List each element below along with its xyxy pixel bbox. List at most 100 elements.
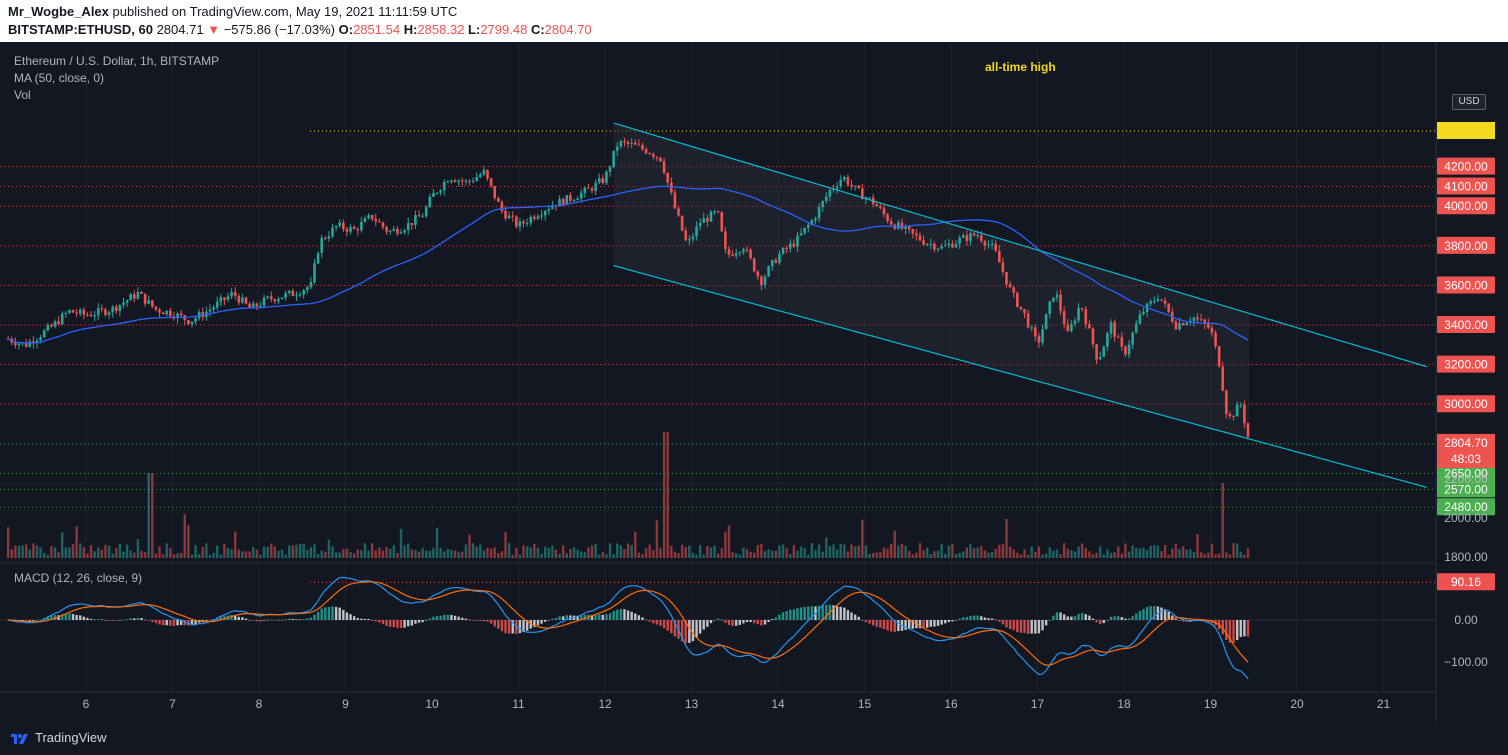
currency-badge[interactable]: USD (1452, 94, 1486, 110)
volume-bar (367, 550, 370, 558)
author-name[interactable]: Mr_Wogbe_Alex (8, 4, 109, 19)
candle-body (1160, 299, 1163, 301)
macd-histogram-bar (666, 620, 669, 631)
candle-body (302, 290, 305, 295)
volume-bar (673, 551, 677, 558)
candle-body (349, 227, 352, 232)
volume-bar (349, 552, 352, 558)
macd-histogram-bar (1117, 616, 1120, 620)
macd-histogram-bar (1005, 620, 1008, 628)
volume-bar (785, 547, 788, 558)
macd-histogram-bar (370, 620, 374, 621)
candle-body (522, 221, 525, 224)
tradingview-logo-icon[interactable] (10, 731, 32, 745)
volume-bar (828, 545, 832, 558)
ohlc-line: BITSTAMP:ETHUSD, 60 2804.71 ▼ −575.86 (−… (8, 22, 592, 37)
volume-bar (590, 545, 594, 558)
support-price-label: 2480.00 (1444, 500, 1488, 514)
volume-bar (1102, 554, 1106, 558)
macd-histogram-bar (789, 609, 792, 620)
candle-body (442, 182, 446, 191)
macd-histogram-bar (471, 620, 475, 621)
chart-canvas[interactable]: all-time high 4200.00 4100.00 4000.00 3800.… (0, 42, 1508, 722)
candle-body (1041, 329, 1044, 343)
volume-bar (234, 531, 237, 558)
volume-bar (540, 553, 543, 558)
channel-upper-line[interactable] (613, 122, 1427, 368)
volume-bar (1070, 550, 1073, 558)
volume-bar (360, 550, 363, 558)
macd-histogram-bar (1041, 620, 1044, 631)
macd-histogram-bar (327, 607, 331, 620)
volume-bar (10, 549, 13, 558)
volume-bar (731, 552, 734, 558)
candle-body (572, 200, 576, 202)
candle-body (515, 216, 518, 227)
volume-bar (205, 543, 208, 558)
macd-legend[interactable]: MACD (12, 26, close, 9) (14, 571, 143, 585)
candle-body (933, 243, 936, 250)
vol-legend[interactable]: Vol (14, 88, 31, 102)
candle-body (71, 309, 75, 313)
volume-bar (1185, 549, 1188, 558)
candle-body (1037, 336, 1041, 343)
macd-histogram-bar (421, 620, 424, 623)
resistance-price-label: 3600.00 (1444, 278, 1488, 292)
candle-body (608, 166, 612, 172)
candle-body (623, 141, 626, 143)
time-axis[interactable]: 6 7 8 9 10 11 12 13 14 15 16 17 18 19 20 21 (0, 691, 1436, 711)
macd-histogram-bar (1163, 609, 1167, 620)
chart-area[interactable]: all-time high 4200.00 4100.00 4000.00 3800.… (0, 42, 1508, 722)
channel-lower-line[interactable] (613, 265, 1427, 488)
volume-bar (843, 544, 846, 558)
macd-histogram-bar (511, 620, 514, 634)
volume-bar (93, 551, 96, 558)
candle-body (925, 243, 929, 245)
volume-bar (64, 547, 68, 558)
candle-body (778, 253, 781, 263)
candle-body (1246, 423, 1250, 437)
volume-bar (248, 551, 251, 558)
price-axis[interactable] (1436, 42, 1508, 722)
macd-histogram-bar (990, 618, 994, 620)
macd-histogram-bar (716, 618, 720, 620)
volume-bar (742, 547, 745, 558)
candle-body (68, 309, 71, 313)
volume-bar (810, 543, 814, 558)
published-text: published on TradingView.com, May 19, 20… (112, 4, 458, 19)
volume-bar (223, 544, 226, 558)
macd-histogram-bar (753, 620, 756, 624)
candle-body (994, 243, 997, 251)
ma-legend[interactable]: MA (50, close, 0) (14, 71, 105, 85)
macd-axis-label: −100.00 (1444, 655, 1488, 669)
volume-bar (68, 547, 71, 558)
last-price: 2804.71 (156, 22, 204, 37)
volume-bar (587, 547, 590, 558)
volume-bar (190, 554, 194, 558)
candle-body (161, 312, 165, 315)
macd-histogram-bar (161, 620, 165, 626)
macd-histogram-bar (673, 620, 677, 637)
candle-body (478, 174, 482, 178)
macd-histogram-bar (680, 620, 684, 642)
candle-body (1207, 323, 1210, 328)
macd-histogram-bar (97, 619, 100, 620)
macd-histogram-bar (1023, 620, 1026, 633)
macd-histogram-bar (868, 620, 871, 624)
volume-bar (1246, 548, 1250, 558)
brand-name[interactable]: TradingView (35, 730, 107, 745)
candle-body (897, 222, 900, 229)
candle-body (1095, 344, 1098, 360)
candle-body (615, 146, 619, 151)
candle-body (583, 187, 587, 193)
candle-body (57, 321, 60, 325)
macd-histogram-bar (558, 616, 561, 620)
volume-bar (511, 554, 514, 558)
symbol-legend[interactable]: Ethereum / U.S. Dollar, 1h, BITSTAMP (14, 54, 220, 68)
volume-bar (169, 548, 172, 558)
time-tick-label: 6 (83, 697, 90, 711)
macd-histogram-bar (785, 611, 788, 620)
macd-histogram-bar (897, 620, 900, 632)
volume-bar (158, 546, 161, 558)
channel-shade (613, 123, 1250, 440)
